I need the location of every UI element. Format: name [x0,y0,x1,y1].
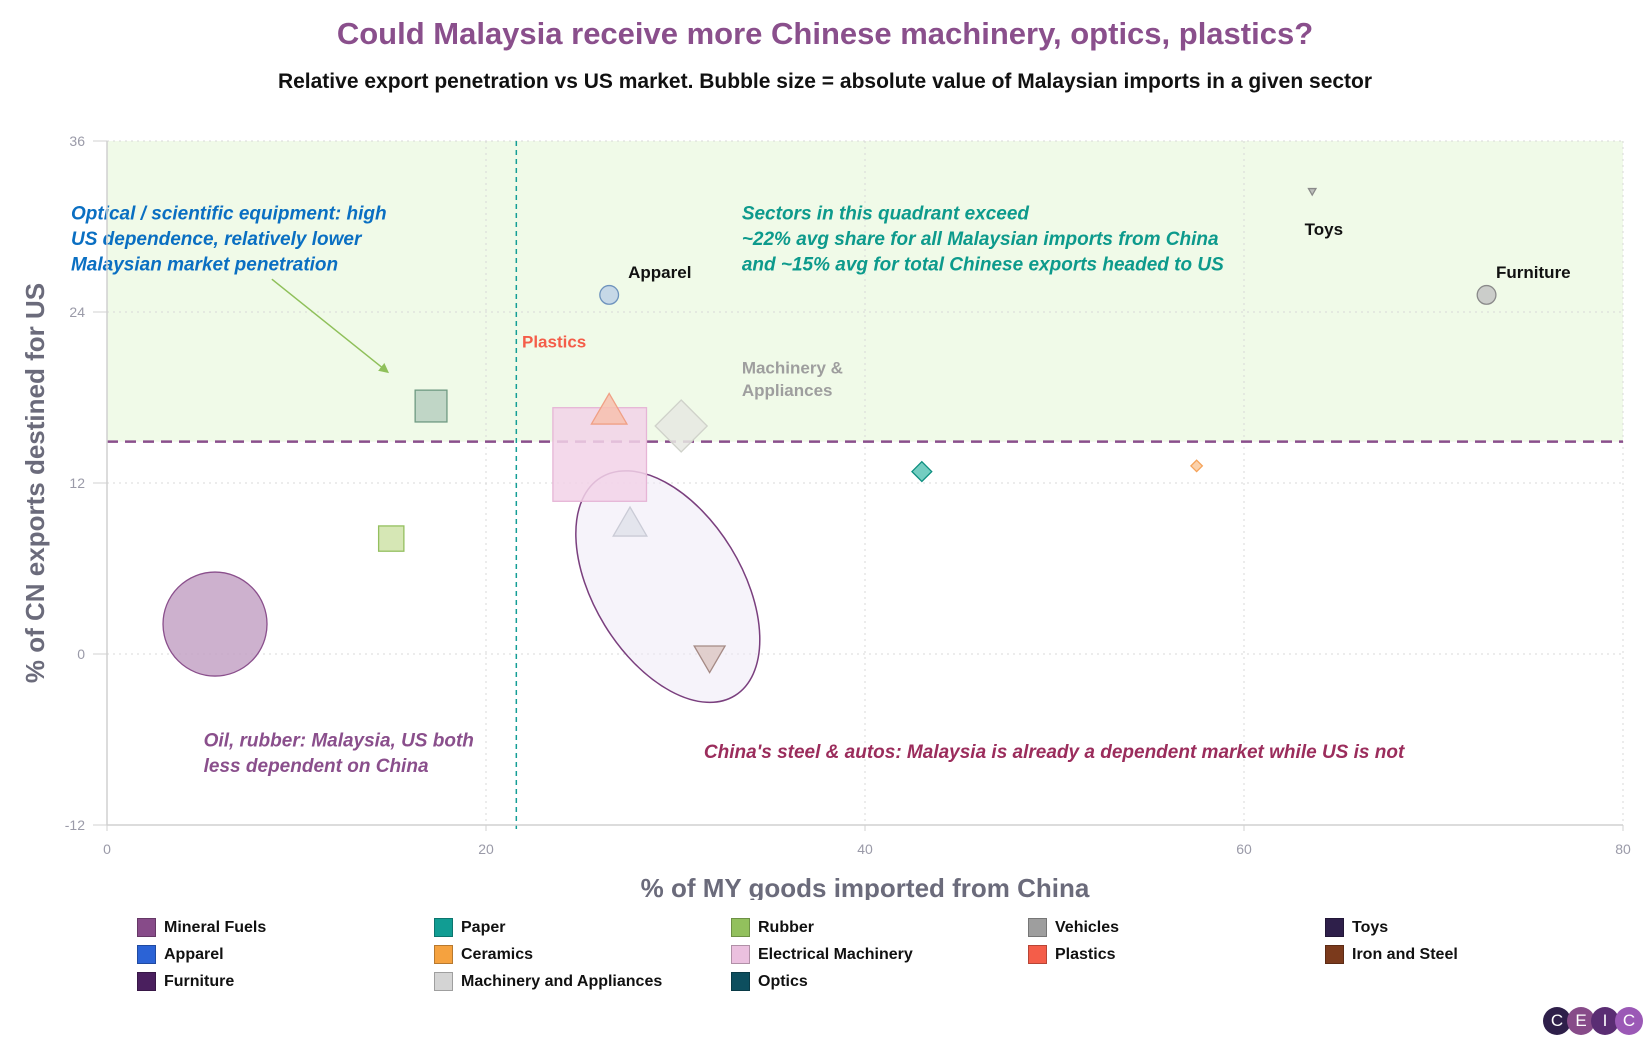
x-tick-label: 40 [857,841,873,857]
x-tick-label: 60 [1236,841,1252,857]
annotation-3: Oil, rubber: Malaysia, US both less depen… [204,731,474,778]
y-tick-label: 36 [69,133,85,149]
point-apparel [599,284,620,305]
legend-label: Plastics [1055,945,1116,963]
annotation-line: less dependent on China [204,756,429,777]
point-toys [1476,284,1497,305]
legend-item-machinery-and-appliances[interactable]: Machinery and Appliances [434,972,662,991]
point-label-appliances: Appliances [742,381,833,400]
legend-item-rubber[interactable]: Rubber [731,918,814,937]
point-optics [612,505,648,537]
logo-letter: E [1567,1007,1595,1035]
point-label-furniture: Furniture [1496,263,1571,282]
annotation-4: China's steel & autos: Malaysia is alrea… [704,742,1405,763]
legend-swatch [137,972,156,991]
point-label-machinery: Machinery & [742,358,843,377]
legend-swatch [434,945,453,964]
annotation-2: Sectors in this quadrant exceed ~22% avg … [742,203,1224,275]
point-vehicles [1307,187,1318,197]
x-tick-label: 20 [478,841,494,857]
axes: 0 20 40 60 80 -12 0 12 24 36 % of MY goods importe… [20,133,1631,900]
legend-swatch [731,918,750,937]
point-machinery-and-appliances [654,399,709,453]
chart-title: Could Malaysia receive more Chinese mach… [336,16,1314,51]
annotation-1: Optical / scientific equipment: high US d… [71,203,387,275]
legend-item-paper[interactable]: Paper [434,918,505,937]
reference-lines [107,141,1623,829]
point-furniture [414,389,448,423]
legend-label: Ceramics [461,945,534,963]
legend-item-apparel[interactable]: Apparel [137,945,224,964]
legend-item-iron-and-steel[interactable]: Iron and Steel [1325,945,1458,964]
legend-item-mineral-fuels[interactable]: Mineral Fuels [137,918,266,937]
scatter-chart: Apparel Toys Furniture Plastics Machinery & A… [20,133,1631,900]
x-tick-label: 80 [1615,841,1631,857]
legend-swatch [137,918,156,937]
annotation-arrow [271,278,390,374]
legend-swatch [434,972,453,991]
legend-label: Vehicles [1055,918,1120,936]
legend-swatch [1028,918,1047,937]
legend-label: Mineral Fuels [164,918,267,936]
legend-swatch [1325,945,1344,964]
annotation-line: US dependence, relatively lower [71,229,363,250]
legend-label: Machinery and Appliances [461,972,663,990]
legend-label: Optics [758,972,808,990]
logo-letter: I [1591,1007,1619,1035]
annotation-line: Optical / scientific equipment: high [71,203,387,224]
chart-subtitle: Relative export penetration vs US market… [277,70,1373,93]
annotation-line: ~22% avg share for all Malaysian imports… [742,229,1219,250]
legend-swatch [1028,945,1047,964]
legend-swatch [1325,918,1344,937]
legend-label: Electrical Machinery [758,945,913,963]
legend-label: Furniture [164,972,235,990]
legend-swatch [731,972,750,991]
legend-label: Apparel [164,945,224,963]
point-label-plastics: Plastics [522,333,586,352]
legend-label: Toys [1352,918,1389,936]
legend-label: Rubber [758,918,814,936]
legend-swatch [434,918,453,937]
point-labels: Apparel Toys Furniture Plastics Machinery & A… [522,220,1571,400]
legend-swatch [731,945,750,964]
logo-letter: C [1615,1007,1643,1035]
legend-item-plastics[interactable]: Plastics [1028,945,1115,964]
annotation-line: Sectors in this quadrant exceed [742,203,1030,224]
legend-item-optics[interactable]: Optics [731,972,808,991]
point-plastics [590,392,629,425]
point-iron-and-steel [693,645,727,674]
annotation-line: and ~15% avg for total Chinese exports h… [742,254,1224,275]
y-tick-label: -12 [65,817,85,833]
annotation-line: Malaysian market penetration [71,254,338,275]
legend-swatch [137,945,156,964]
legend-item-ceramics[interactable]: Ceramics [434,945,533,964]
grid-lines [107,140,1624,825]
logo-letter: C [1543,1007,1571,1035]
legend-item-vehicles[interactable]: Vehicles [1028,918,1119,937]
point-rubber [377,525,405,552]
y-tick-label: 12 [69,475,85,491]
point-paper [911,460,933,483]
y-axis-title: % of CN exports destined for US [20,283,50,683]
x-axis-title: % of MY goods imported from China [641,873,1090,900]
legend-label: Iron and Steel [1352,945,1458,963]
point-ceramics [1189,459,1204,473]
legend-item-toys[interactable]: Toys [1325,918,1388,937]
x-tick-label: 0 [103,841,111,857]
annotation-line: Oil, rubber: Malaysia, US both [204,731,474,752]
point-label-toys: Toys [1305,220,1343,239]
annotation-line: China's steel & autos: Malaysia is alrea… [704,742,1405,763]
annotations: Optical / scientific equipment: high US d… [71,203,1405,777]
legend-label: Paper [461,918,506,936]
data-points [162,187,1497,677]
legend-item-furniture[interactable]: Furniture [137,972,234,991]
y-tick-label: 24 [69,304,85,320]
legend-item-electrical-machinery[interactable]: Electrical Machinery [731,945,913,964]
point-mineral-fuels [162,571,268,677]
point-label-apparel: Apparel [628,263,691,282]
y-tick-label: 0 [77,646,85,662]
